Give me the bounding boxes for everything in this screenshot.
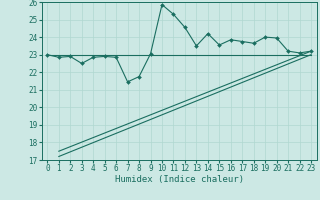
X-axis label: Humidex (Indice chaleur): Humidex (Indice chaleur) (115, 175, 244, 184)
